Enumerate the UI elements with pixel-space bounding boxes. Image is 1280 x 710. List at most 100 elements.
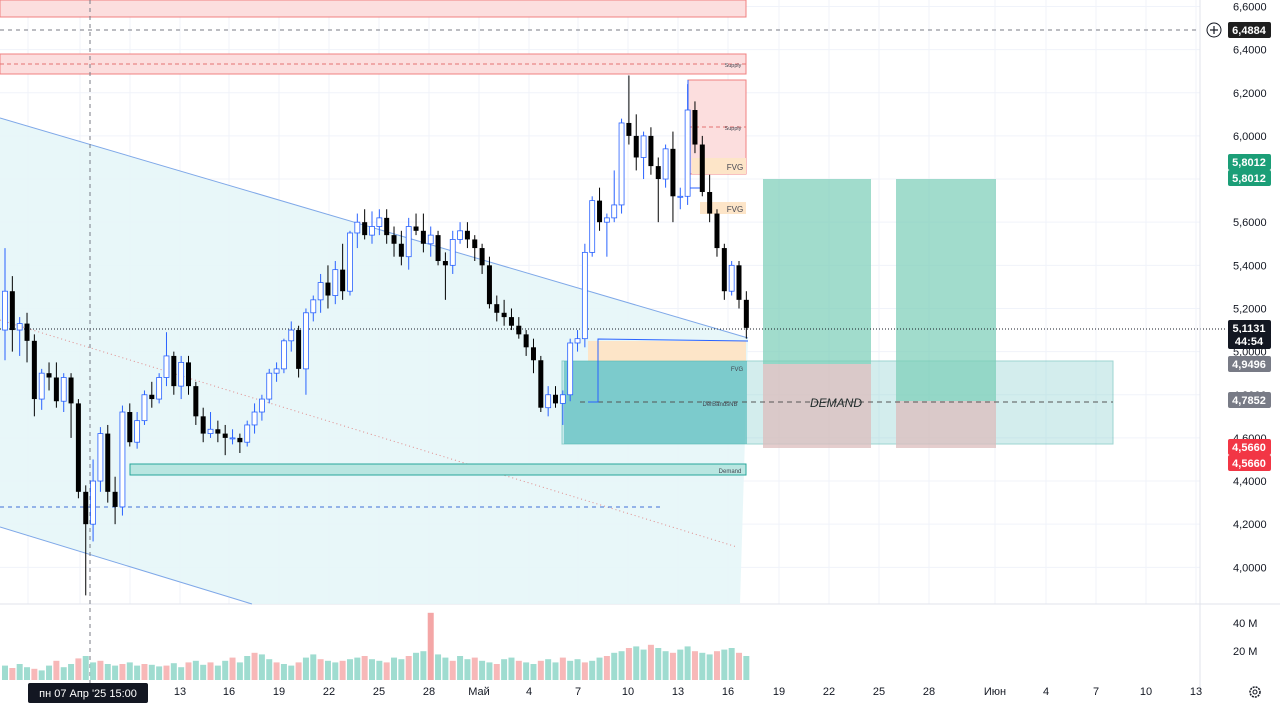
candle-body bbox=[427, 234, 434, 245]
volume-bar bbox=[288, 665, 295, 680]
time-tick-label: 7 bbox=[1093, 686, 1099, 698]
price-tick-label: 6,6000 bbox=[1233, 1, 1267, 13]
candle-body bbox=[442, 261, 448, 266]
price-tick-label: 5,6000 bbox=[1233, 217, 1267, 229]
candle-body bbox=[332, 269, 339, 296]
candle-body bbox=[317, 282, 324, 301]
candle-body bbox=[186, 362, 191, 387]
price-badge-box bbox=[1228, 455, 1271, 471]
volume-bar bbox=[633, 646, 640, 680]
volume-bar bbox=[530, 664, 537, 680]
projection-loss-box bbox=[763, 364, 871, 448]
candle-body bbox=[523, 334, 529, 348]
volume-bar bbox=[625, 648, 632, 680]
volume-bar bbox=[361, 656, 368, 680]
candle-body bbox=[31, 340, 37, 400]
candle-body bbox=[721, 248, 727, 292]
price-badge-box bbox=[1228, 439, 1271, 455]
projection-profit-box bbox=[763, 179, 871, 364]
volume-bar bbox=[508, 657, 515, 680]
candle-body bbox=[516, 325, 522, 335]
volume-bar bbox=[222, 660, 229, 680]
volume-bar bbox=[736, 652, 742, 680]
price-badge-text: 4,7852 bbox=[1232, 395, 1266, 407]
volume-bar bbox=[31, 668, 38, 680]
price-badge-text: 5,8012 bbox=[1232, 173, 1266, 185]
volume-bar bbox=[82, 656, 89, 680]
overlays: Supply Supply FVG FVG FVG DerBandsNB Demand DEM… bbox=[702, 63, 862, 475]
candle-body bbox=[530, 347, 536, 361]
volume-bar bbox=[493, 664, 500, 680]
candle-body bbox=[699, 144, 705, 192]
volume-bar bbox=[376, 660, 383, 680]
candle-body bbox=[119, 411, 126, 508]
volume-bar bbox=[60, 667, 67, 680]
candle-body bbox=[68, 377, 74, 404]
price-badge-text: 4,9496 bbox=[1232, 359, 1266, 371]
price-badge-box bbox=[1228, 356, 1271, 372]
volume-bar bbox=[192, 660, 199, 680]
time-tick-label: 13 bbox=[672, 686, 684, 698]
volume-bar bbox=[662, 651, 669, 680]
candle-body bbox=[266, 372, 273, 400]
candle-body bbox=[281, 340, 287, 370]
time-tick-label: 22 bbox=[823, 686, 835, 698]
candle-body bbox=[16, 323, 23, 331]
channel-mid-line bbox=[0, 319, 738, 548]
candle-body bbox=[508, 317, 514, 326]
volume-bar bbox=[677, 649, 684, 680]
volume-bar bbox=[178, 667, 185, 680]
candle-body bbox=[728, 264, 735, 292]
candle-body bbox=[83, 491, 89, 525]
volume-bar bbox=[9, 668, 16, 680]
candle-body bbox=[398, 243, 404, 257]
candle-body bbox=[296, 330, 302, 369]
volume-bar bbox=[97, 660, 104, 680]
time-tick-label: 16 bbox=[722, 686, 734, 698]
price-tick-label: 6,4000 bbox=[1233, 45, 1267, 57]
volume-bar bbox=[420, 651, 427, 680]
candle-body bbox=[340, 269, 346, 292]
price-tick-label: 5,4000 bbox=[1233, 260, 1267, 272]
time-tick-label: 19 bbox=[773, 686, 785, 698]
time-tick-label: 25 bbox=[873, 686, 885, 698]
volume-bar bbox=[75, 658, 82, 680]
volume-bar bbox=[728, 648, 735, 680]
volume-bar bbox=[280, 664, 287, 680]
candle-body bbox=[163, 355, 170, 378]
volume-bar bbox=[618, 651, 625, 680]
volume-bar bbox=[170, 663, 177, 680]
candle-body bbox=[413, 226, 419, 231]
volume-bar bbox=[413, 652, 420, 680]
volume-bar bbox=[2, 665, 8, 680]
volume-bar bbox=[258, 654, 265, 680]
volume-bar bbox=[603, 656, 610, 680]
price-badge-box bbox=[1228, 333, 1271, 349]
candle-body bbox=[449, 239, 456, 266]
candle-body bbox=[347, 232, 353, 292]
price-badge-box bbox=[1228, 22, 1271, 38]
volume-bar bbox=[346, 659, 353, 680]
structure-line-low bbox=[588, 338, 749, 403]
volume-bar bbox=[427, 612, 434, 680]
volume-bar bbox=[134, 665, 141, 680]
candle-body bbox=[670, 148, 676, 197]
price-badge-text: 6,4884 bbox=[1232, 25, 1267, 37]
volume-bar bbox=[713, 651, 720, 680]
candle-body bbox=[251, 411, 258, 426]
candle-body bbox=[215, 429, 221, 434]
candle-body bbox=[60, 377, 67, 402]
volume-bar bbox=[464, 659, 471, 680]
candle-body bbox=[677, 195, 684, 198]
price-badge-box bbox=[1228, 392, 1271, 408]
candle-body bbox=[589, 200, 596, 253]
price-tick-label: 6,2000 bbox=[1233, 88, 1267, 100]
time-tick-label: 7 bbox=[575, 686, 581, 698]
volume-tick-label: 40 M bbox=[1233, 618, 1257, 630]
volume-bar bbox=[398, 659, 405, 680]
volume-bar bbox=[479, 660, 486, 680]
price-badge-box bbox=[1228, 320, 1271, 336]
volume-bar bbox=[317, 659, 324, 680]
